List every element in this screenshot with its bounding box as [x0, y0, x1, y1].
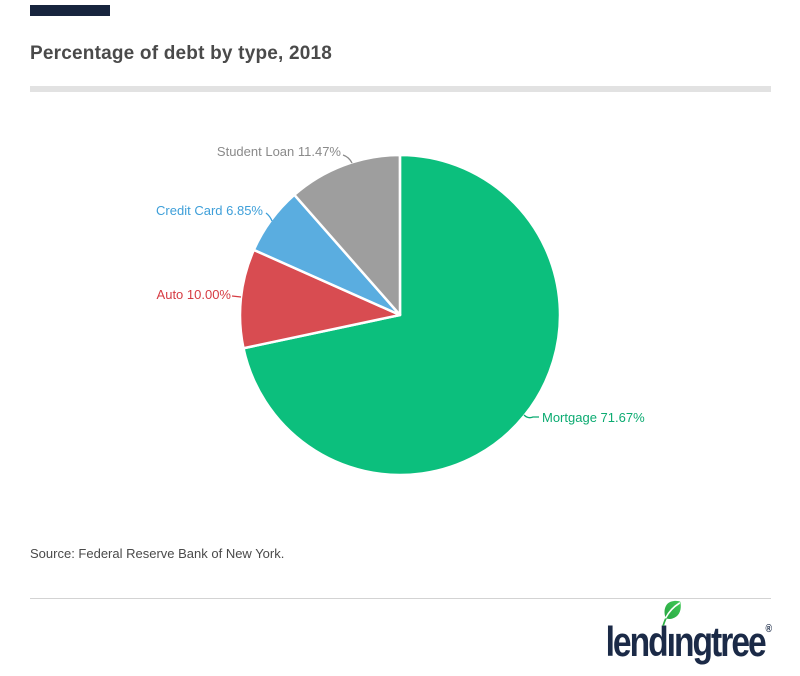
label-student-loan: Student Loan 11.47% — [216, 144, 341, 159]
pie-slice-group — [238, 153, 562, 477]
logo-text-post: ngtree — [674, 618, 767, 665]
label-mortgage: Mortgage 71.67% — [542, 410, 645, 425]
logo-text-i: ı — [666, 618, 676, 665]
leader-line-student-loan — [342, 154, 353, 164]
leader-line-auto — [231, 295, 242, 298]
logo-text-pre: lend — [605, 618, 669, 665]
chart-title: Percentage of debt by type, 2018 — [30, 43, 333, 64]
leader-line-mortgage — [523, 414, 539, 419]
title-divider — [30, 86, 771, 92]
brand-accent-bar — [30, 5, 110, 16]
leader-line-credit-card — [265, 212, 273, 222]
pie-slice-auto — [238, 248, 402, 350]
footer-divider — [30, 598, 771, 599]
leaf-icon — [662, 600, 682, 626]
registered-mark: ® — [765, 623, 772, 635]
source-note: Source: Federal Reserve Bank of New York… — [30, 546, 285, 561]
logo-letter-i: ı — [662, 600, 682, 665]
label-credit-card: Credit Card 6.85% — [156, 203, 263, 218]
label-auto: Auto 10.00% — [156, 287, 231, 302]
pie-slice-student-loan — [293, 153, 402, 317]
lendingtree-logo: lend ıngtree® — [605, 600, 772, 665]
